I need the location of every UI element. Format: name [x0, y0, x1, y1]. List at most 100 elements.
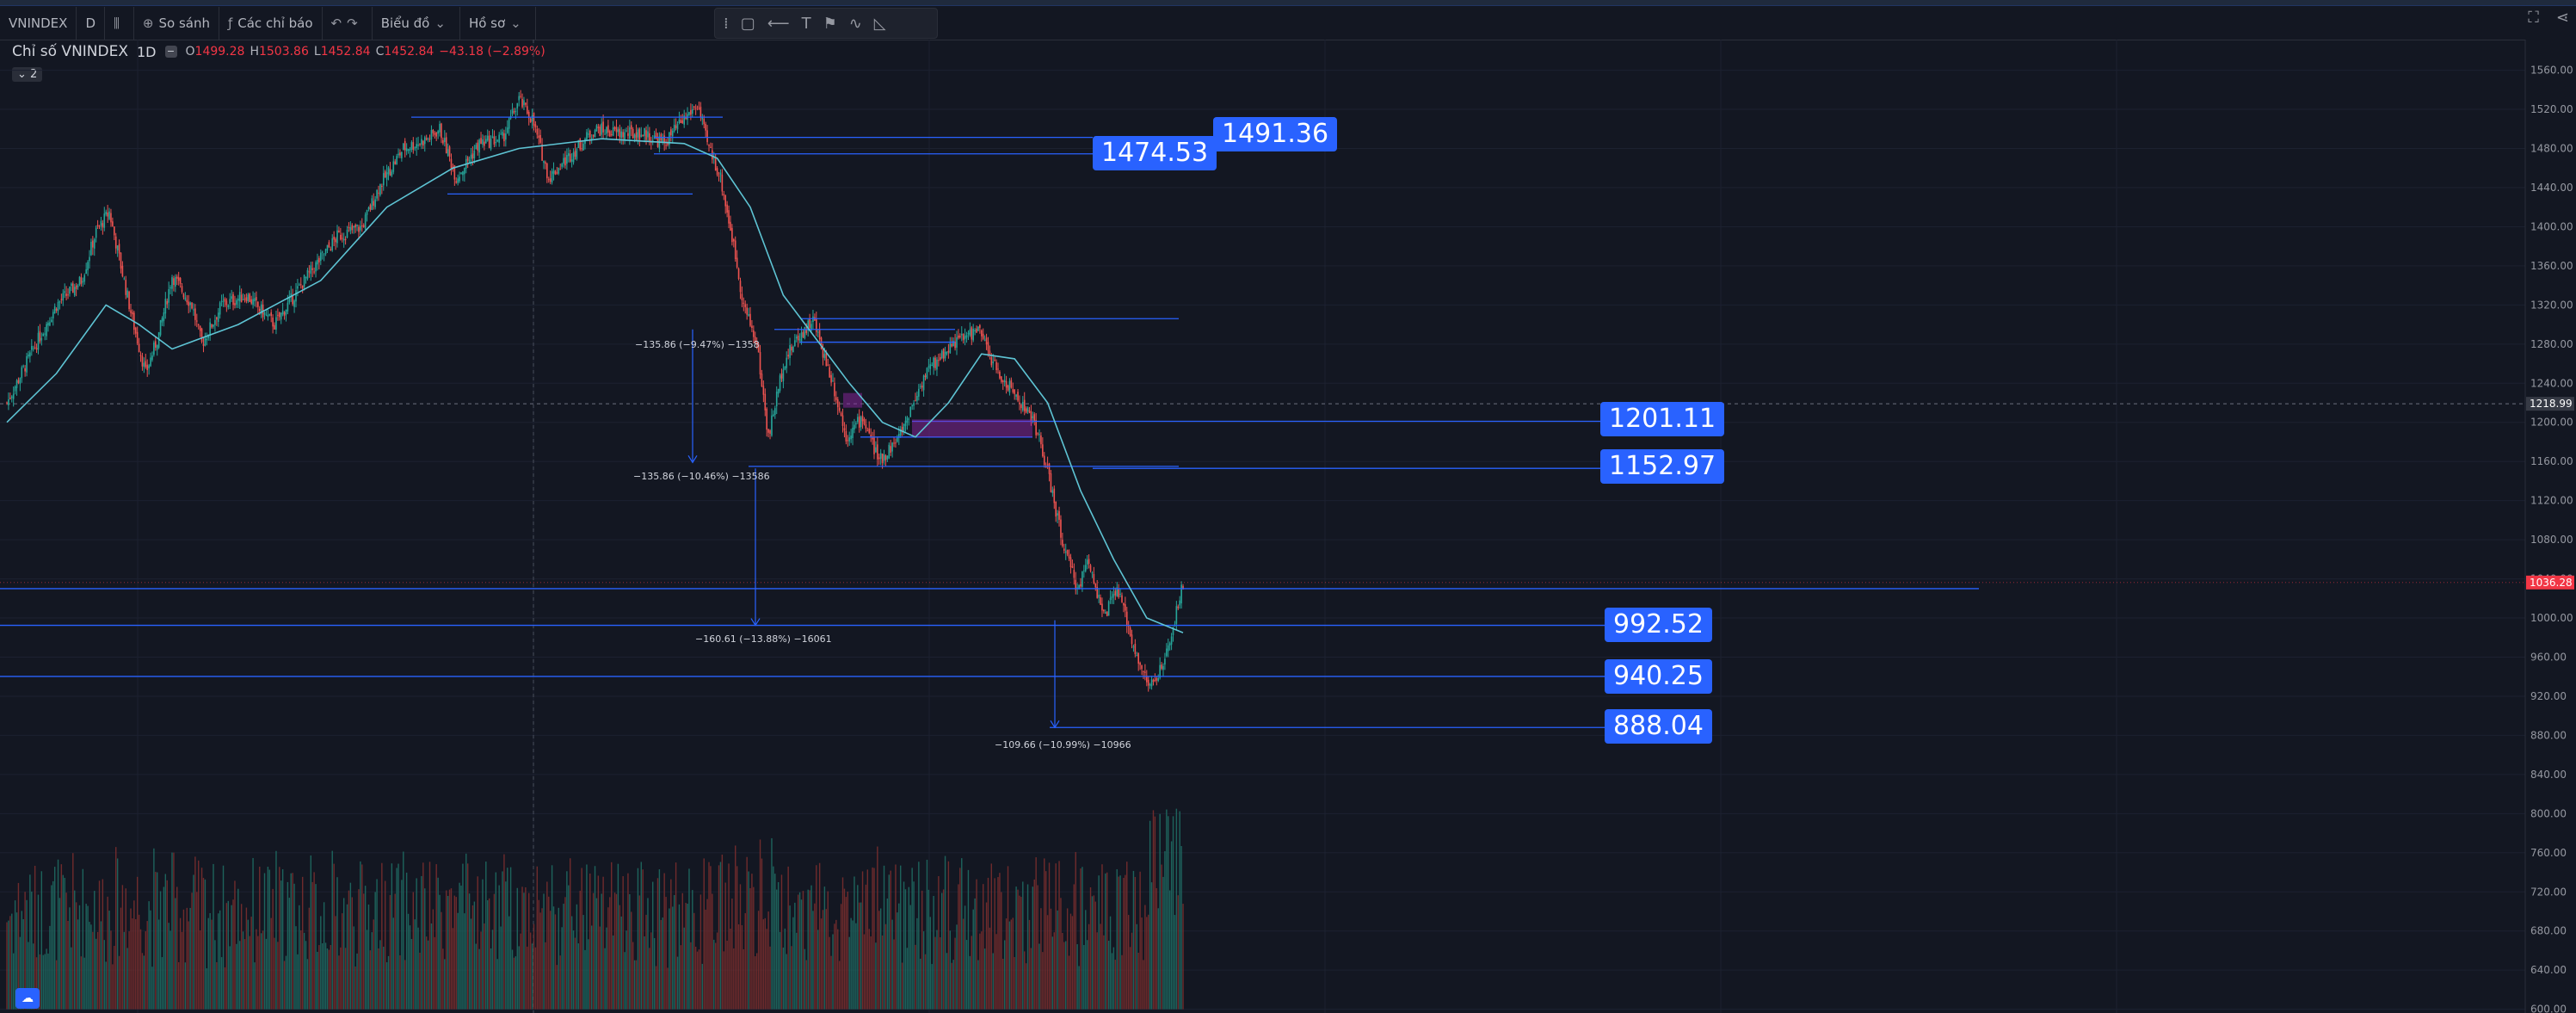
volume-bar [280, 880, 282, 1010]
candle-body [1008, 380, 1011, 393]
volume-bar [848, 936, 850, 1010]
change-value: −43.18 (−2.89%) [439, 45, 545, 59]
price-tag-888[interactable]: 888.04 [1605, 709, 1712, 744]
candle-body [642, 135, 644, 137]
candle-body [453, 165, 456, 180]
volume-bar [399, 954, 401, 1010]
volume-bar [283, 960, 286, 1010]
volume-bar [257, 936, 259, 1010]
drag-handle-icon[interactable]: ⁞ [724, 14, 729, 33]
indicators-button[interactable]: ƒ Các chỉ báo [219, 7, 323, 40]
volume-bar [1166, 809, 1168, 1010]
candle-body [877, 444, 878, 460]
volume-bar [466, 863, 469, 1010]
candle-body [890, 446, 891, 453]
volume-bar [508, 916, 510, 1010]
candle-body [936, 359, 938, 370]
candle-body [1177, 606, 1180, 608]
volume-bar [933, 895, 934, 1010]
price-tag-940[interactable]: 940.25 [1605, 659, 1712, 694]
candle-body [123, 278, 126, 280]
volume-bar [272, 888, 274, 1010]
volume-bar [83, 957, 85, 1010]
volume-bar [94, 891, 96, 1010]
horizontal-line-tool-icon[interactable]: ⟵ [767, 14, 790, 33]
volume-bar [513, 957, 515, 1010]
volume-bar [703, 858, 705, 1010]
volume-bar [660, 919, 662, 1010]
layers-badge[interactable]: ⌄ 2 [12, 67, 43, 82]
undo-icon[interactable]: ↶ [330, 15, 342, 31]
volume-bar [1156, 887, 1158, 1010]
rectangle-tool-icon[interactable]: ▢ [740, 14, 755, 33]
collapse-legend-icon[interactable]: − [164, 46, 177, 58]
volume-bar [434, 936, 435, 1010]
price-tick-label: 1400.00 [2530, 220, 2573, 232]
interval-label: D [85, 15, 96, 31]
compare-button[interactable]: ⊕ So sánh [134, 7, 219, 40]
candle-body [358, 226, 360, 232]
candle-body [850, 435, 852, 440]
volume-bar [556, 965, 558, 1010]
candle-body [220, 300, 223, 302]
volume-bar [528, 893, 530, 1010]
volume-bar [873, 868, 875, 1010]
trend-tool-icon[interactable]: ∿ [848, 14, 862, 33]
price-tick-label: 840.00 [2530, 769, 2567, 781]
volume-bar [85, 904, 87, 1010]
candle-body [582, 143, 584, 151]
price-tag-1491[interactable]: 1491.36 [1213, 117, 1338, 151]
candle-body [222, 300, 225, 303]
candle-body [354, 225, 356, 228]
price-tag-992[interactable]: 992.52 [1605, 608, 1712, 642]
text-tool-icon[interactable]: T [801, 14, 811, 33]
brush-tool-icon[interactable]: ⚑ [823, 14, 837, 33]
volume-bar [42, 954, 44, 1010]
measure-label-3: −160.61 (−13.88%) −16061 [695, 633, 832, 645]
profile-menu-button[interactable]: Hồ sơ ⌄ [460, 7, 536, 40]
price-tag-1152[interactable]: 1152.97 [1600, 449, 1725, 484]
interval-button[interactable]: D [77, 7, 105, 40]
volume-bar [191, 893, 193, 1010]
chevron-down-icon: ⌄ [434, 15, 446, 31]
volume-bar [515, 956, 517, 1010]
tradingview-logo-icon[interactable]: ☁ [15, 988, 40, 1009]
candle-body [1123, 602, 1125, 606]
candle-body [417, 144, 419, 146]
chart-style-button[interactable]: ⫼ [105, 7, 134, 40]
redo-icon[interactable]: ↷ [347, 15, 358, 31]
volume-bar [531, 943, 533, 1010]
measure-tool-icon[interactable]: ◺ [873, 14, 886, 33]
volume-bar [977, 960, 979, 1010]
price-tick-label: 880.00 [2530, 729, 2567, 741]
chart-menu-button[interactable]: Biểu đồ ⌄ [373, 7, 460, 40]
candle-body [865, 424, 867, 429]
candle-body [541, 144, 543, 161]
candle-body [1005, 380, 1008, 388]
candle-body [979, 324, 981, 328]
series-name[interactable]: Chỉ số VNINDEX [12, 43, 128, 60]
volume-bar [51, 885, 52, 1010]
share-icon[interactable]: ⋖ [2555, 9, 2569, 27]
candle-body [311, 268, 313, 270]
price-tag-1474[interactable]: 1474.53 [1093, 136, 1217, 170]
candle-body [209, 322, 211, 336]
price-tag-1201[interactable]: 1201.11 [1600, 402, 1725, 436]
volume-bar [462, 863, 464, 1010]
candle-body [310, 265, 312, 275]
candle-body [673, 124, 675, 132]
fullscreen-icon[interactable]: ⛶ [2528, 9, 2539, 27]
volume-bar [60, 864, 63, 1010]
volume-bar [1085, 910, 1087, 1010]
candle-body [823, 354, 826, 359]
volume-bar [336, 877, 338, 1010]
drawing-toolbar: ⁞ ▢ ⟵ T ⚑ ∿ ◺ [714, 8, 938, 39]
volume-bar [49, 925, 51, 1010]
symbol-search-button[interactable]: VNINDEX [0, 7, 77, 40]
price-chart[interactable]: 1560.00 1520.00 1480.00 1440.00 1400.00 1360.… [0, 40, 2576, 1013]
candle-body [39, 330, 41, 342]
candle-body [231, 296, 232, 300]
chart-menu-label: Biểu đồ [380, 15, 430, 31]
volume-bar [133, 900, 135, 1010]
candle-body [572, 151, 575, 163]
